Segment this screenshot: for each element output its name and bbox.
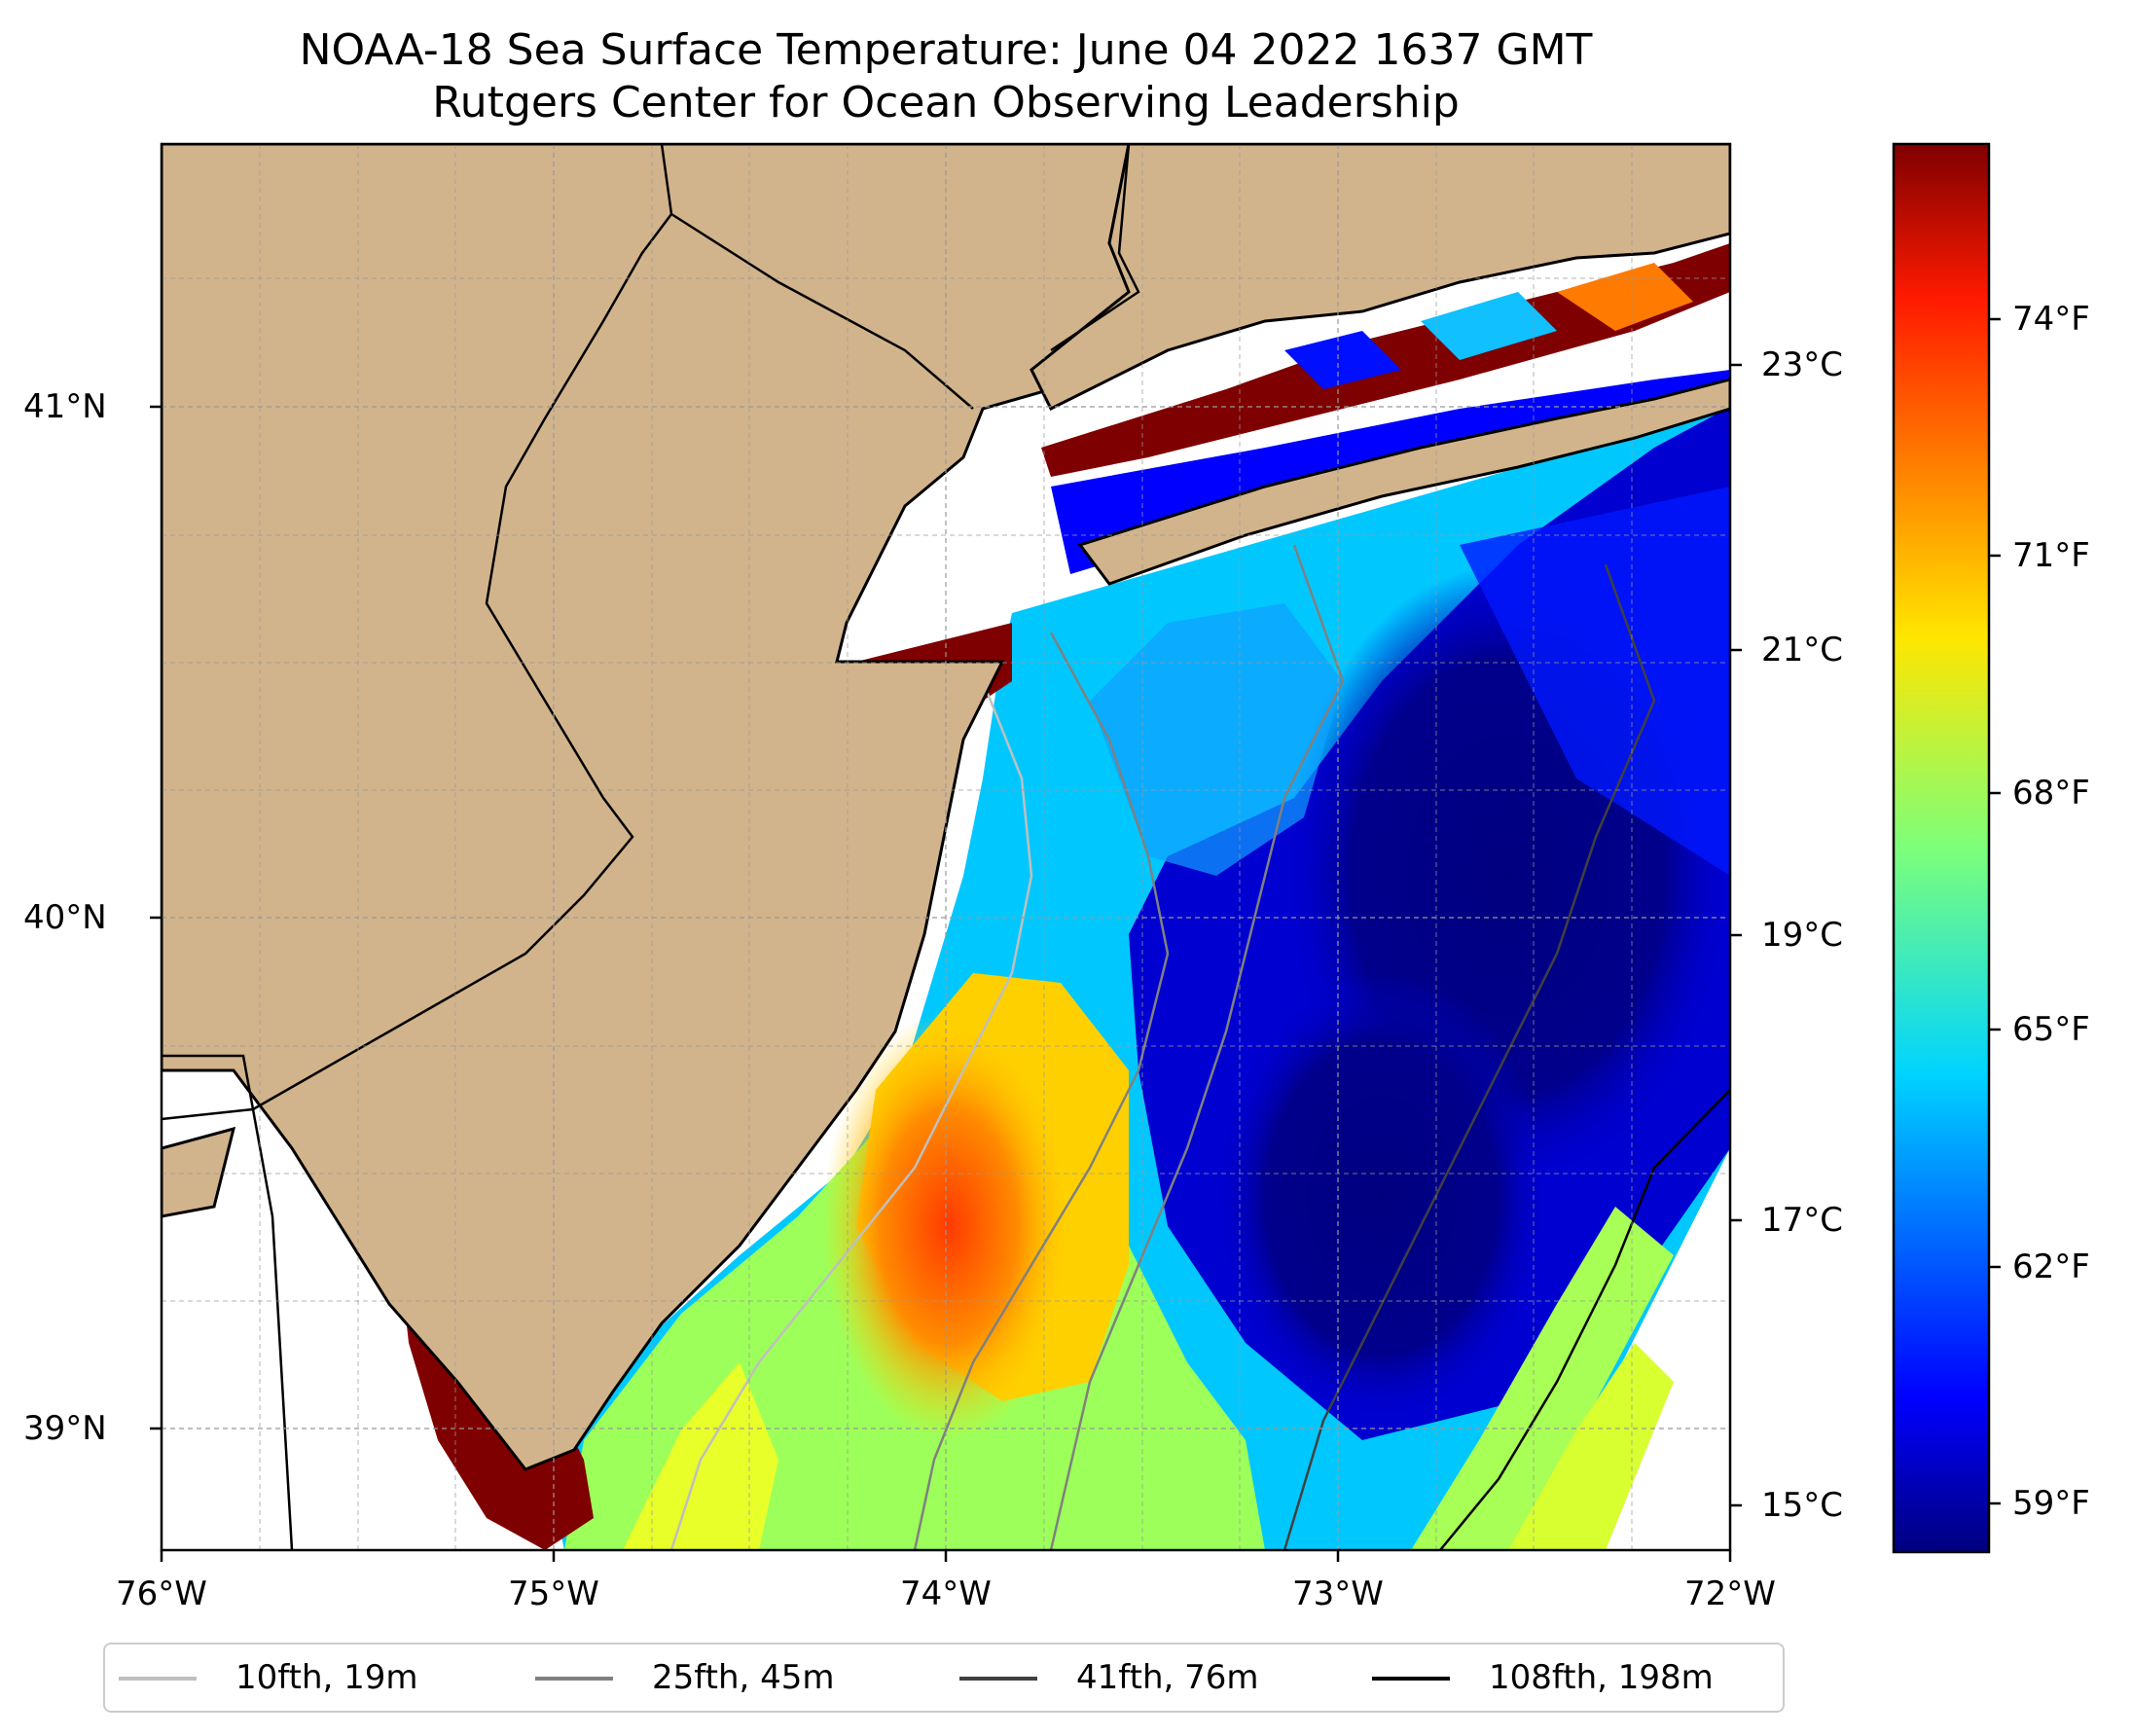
isobath-legend: 10fth, 19m 25fth, 45m 41fth, 76m 108fth,… — [103, 1643, 1785, 1713]
celsius-label-19: 19°C — [1761, 916, 1844, 955]
lat-label-40: 40°N — [23, 898, 107, 937]
legend-label: 108fth, 198m — [1489, 1658, 1714, 1697]
axis-ticks — [150, 363, 1742, 1562]
graticule — [162, 144, 1730, 1550]
colorbar — [1892, 142, 1991, 1554]
celsius-label-17: 17°C — [1761, 1201, 1844, 1240]
chart-title: NOAA-18 Sea Surface Temperature: June 04… — [299, 25, 1593, 75]
legend-line-light-gray — [119, 1677, 197, 1681]
colorbar-label-62f: 62°F — [2012, 1248, 2090, 1286]
lon-label-72w: 72°W — [1684, 1574, 1776, 1613]
map-panel — [162, 144, 1730, 1550]
lon-label-73w: 73°W — [1292, 1574, 1384, 1613]
legend-label: 25fth, 45m — [652, 1658, 835, 1697]
sst-swath — [399, 243, 1730, 1550]
lon-label-75w: 75°W — [508, 1574, 599, 1613]
lon-label-74w: 74°W — [900, 1574, 992, 1613]
legend-line-dark-gray — [959, 1677, 1037, 1681]
celsius-label-23: 23°C — [1761, 345, 1844, 384]
land-masses — [162, 144, 1730, 1471]
lat-label-39: 39°N — [23, 1409, 107, 1448]
colorbar-ticks — [1989, 317, 2001, 1505]
chart-subtitle: Rutgers Center for Ocean Observing Leade… — [432, 78, 1460, 127]
colorbar-label-71f: 71°F — [2012, 536, 2090, 575]
colorbar-label-74f: 74°F — [2012, 300, 2090, 339]
legend-line-black — [1372, 1677, 1450, 1681]
isobath-contours — [669, 544, 1730, 1550]
legend-label: 41fth, 76m — [1076, 1658, 1259, 1697]
colorbar-label-68f: 68°F — [2012, 774, 2090, 813]
legend-label: 10fth, 19m — [235, 1658, 418, 1697]
colorbar-label-59f: 59°F — [2012, 1484, 2090, 1523]
lat-label-41: 41°N — [23, 387, 107, 426]
celsius-label-15: 15°C — [1761, 1486, 1844, 1525]
celsius-label-21: 21°C — [1761, 631, 1844, 669]
legend-line-gray — [535, 1677, 613, 1681]
lon-label-76w: 76°W — [116, 1574, 207, 1613]
state-borders — [162, 144, 1140, 1550]
colorbar-label-65f: 65°F — [2012, 1010, 2090, 1049]
